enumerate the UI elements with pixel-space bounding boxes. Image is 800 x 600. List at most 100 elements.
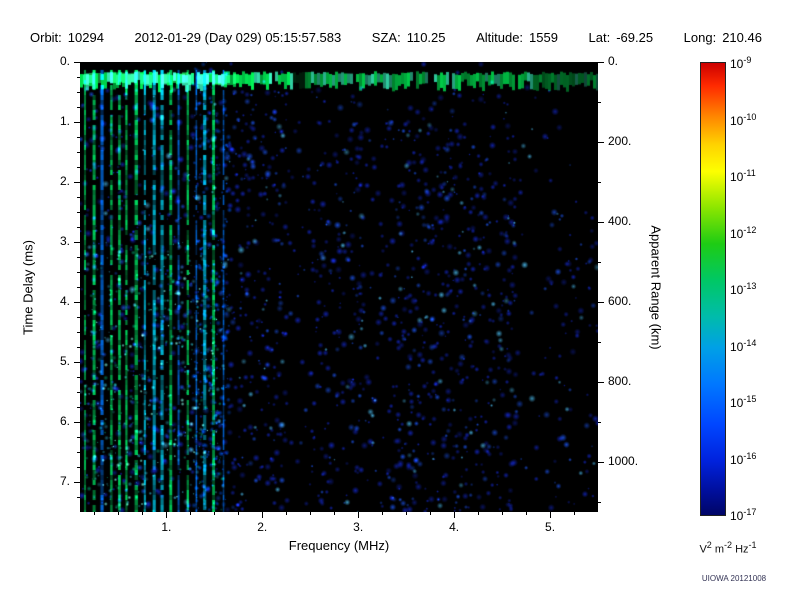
y-left-tick — [74, 121, 80, 123]
y-left-tick — [74, 61, 80, 63]
y-left-minor-tick — [77, 346, 80, 348]
y-left-minor-tick — [77, 436, 80, 438]
header-field-orbit: Orbit: 10294 — [30, 30, 104, 45]
colorbar-tick-label: 10-15 — [730, 394, 757, 410]
y-left-minor-tick — [77, 196, 80, 198]
x-axis-tick-label: 1. — [161, 520, 172, 534]
header-field-long: Long: 210.46 — [684, 30, 762, 45]
x-axis-minor-tick — [405, 512, 407, 515]
y-right-minor-tick — [598, 261, 601, 263]
x-axis-tick-label: 4. — [449, 520, 460, 534]
header: Orbit: 10294 2012-01-29 (Day 029) 05:15:57… — [30, 30, 762, 45]
y-right-minor-tick — [598, 501, 601, 503]
colorbar-tick-label: 10-10 — [730, 111, 757, 128]
y-left-minor-tick — [77, 271, 80, 273]
y-left-minor-tick — [77, 76, 80, 78]
header-field-datetime: 2012-01-29 (Day 029) 05:15:57.583 — [135, 30, 342, 45]
x-axis-minor-tick — [525, 512, 527, 515]
y-left-tick-label: 2. — [59, 174, 70, 188]
y-right-tick — [598, 301, 604, 303]
header-label-altitude: Altitude: — [476, 30, 524, 45]
x-axis-tick — [261, 512, 263, 518]
y-left-tick-label: 4. — [59, 294, 70, 308]
x-axis-tick-label: 5. — [545, 520, 556, 534]
y-right-minor-tick — [598, 101, 601, 103]
y-right-tick — [598, 61, 604, 63]
x-axis-minor-tick — [429, 512, 431, 515]
colorbar-tick-label: 10-11 — [730, 168, 756, 184]
x-axis-tick-label: 2. — [257, 520, 268, 534]
header-field-altitude: Altitude: 1559 — [476, 30, 558, 45]
y-left-tick — [74, 481, 80, 483]
header-label-lat: Lat: — [588, 30, 611, 45]
watermark: UIOWA 20121008 — [701, 574, 767, 583]
y-left-minor-tick — [77, 316, 80, 318]
y-left-minor-tick — [77, 151, 80, 153]
y-right-tick-label: 400. — [608, 214, 632, 228]
x-axis-minor-tick — [381, 512, 383, 515]
x-axis-minor-tick — [237, 512, 239, 515]
x-axis-label: Frequency (MHz) — [288, 538, 390, 553]
y-right-tick-label: 0. — [608, 54, 619, 68]
x-axis-minor-tick — [141, 512, 143, 515]
header-value-long: 210.46 — [722, 30, 762, 45]
y-left-minor-tick — [77, 466, 80, 468]
y-right-tick-label: 1000. — [608, 454, 639, 468]
colorbar-tick-label: 10-14 — [730, 337, 757, 354]
x-axis-minor-tick — [573, 512, 575, 515]
header-label-orbit: Orbit: — [30, 30, 62, 45]
y-left-tick — [74, 361, 80, 363]
header-value-datetime: 2012-01-29 (Day 029) 05:15:57.583 — [134, 30, 342, 45]
y-left-tick-label: 7. — [59, 474, 70, 488]
x-axis-minor-tick — [189, 512, 191, 515]
colorbar-tick-label: 10-13 — [730, 281, 757, 297]
header-label-sza: SZA: — [371, 30, 401, 45]
header-label-long: Long: — [683, 30, 717, 45]
y-left-tick-label: 0. — [59, 54, 70, 68]
y-left-tick — [74, 181, 80, 183]
x-axis-tick — [549, 512, 551, 518]
y-left-minor-tick — [77, 391, 80, 393]
x-axis-tick — [165, 512, 167, 518]
y-left-tick-label: 5. — [59, 354, 70, 368]
y-right-tick — [598, 461, 604, 463]
header-value-orbit: 10294 — [67, 30, 104, 45]
header-field-sza: SZA: 110.25 — [372, 30, 446, 45]
y-left-minor-tick — [77, 226, 80, 228]
colorbar-unit-label: V2 m-2 Hz-1 — [699, 540, 757, 556]
x-axis-minor-tick — [477, 512, 479, 515]
y-right-tick-label: 200. — [608, 134, 632, 148]
spectrogram-plot — [80, 62, 598, 512]
y-left-tick-label: 1. — [59, 114, 70, 128]
header-value-altitude: 1559 — [529, 30, 558, 45]
y-left-minor-tick — [77, 496, 80, 498]
header-value-sza: 110.25 — [406, 30, 446, 45]
x-axis-minor-tick — [309, 512, 311, 515]
x-axis-tick — [453, 512, 455, 518]
y-left-minor-tick — [77, 166, 80, 168]
y-right-minor-tick — [598, 341, 601, 343]
y-left-minor-tick — [77, 256, 80, 258]
spectrogram-canvas — [80, 62, 598, 512]
y-left-minor-tick — [77, 376, 80, 378]
x-axis-minor-tick — [285, 512, 287, 515]
y-left-tick — [74, 241, 80, 243]
x-axis-minor-tick — [213, 512, 215, 515]
y-left-minor-tick — [77, 211, 80, 213]
colorbar — [700, 62, 726, 516]
y-right-tick — [598, 221, 604, 223]
x-axis-tick — [357, 512, 359, 518]
x-axis-minor-tick — [117, 512, 119, 515]
colorbar-tick-label: 10-16 — [730, 450, 757, 467]
y-left-tick-label: 6. — [59, 414, 70, 428]
y-right-tick-label: 600. — [608, 294, 632, 308]
y-left-tick — [74, 301, 80, 303]
y-right-tick — [598, 141, 604, 143]
y-right-tick-label: 800. — [608, 374, 632, 388]
header-value-lat: -69.25 — [616, 30, 654, 45]
y-right-minor-tick — [598, 421, 601, 423]
y-left-minor-tick — [77, 91, 80, 93]
x-axis-minor-tick — [333, 512, 335, 515]
y-left-minor-tick — [77, 286, 80, 288]
